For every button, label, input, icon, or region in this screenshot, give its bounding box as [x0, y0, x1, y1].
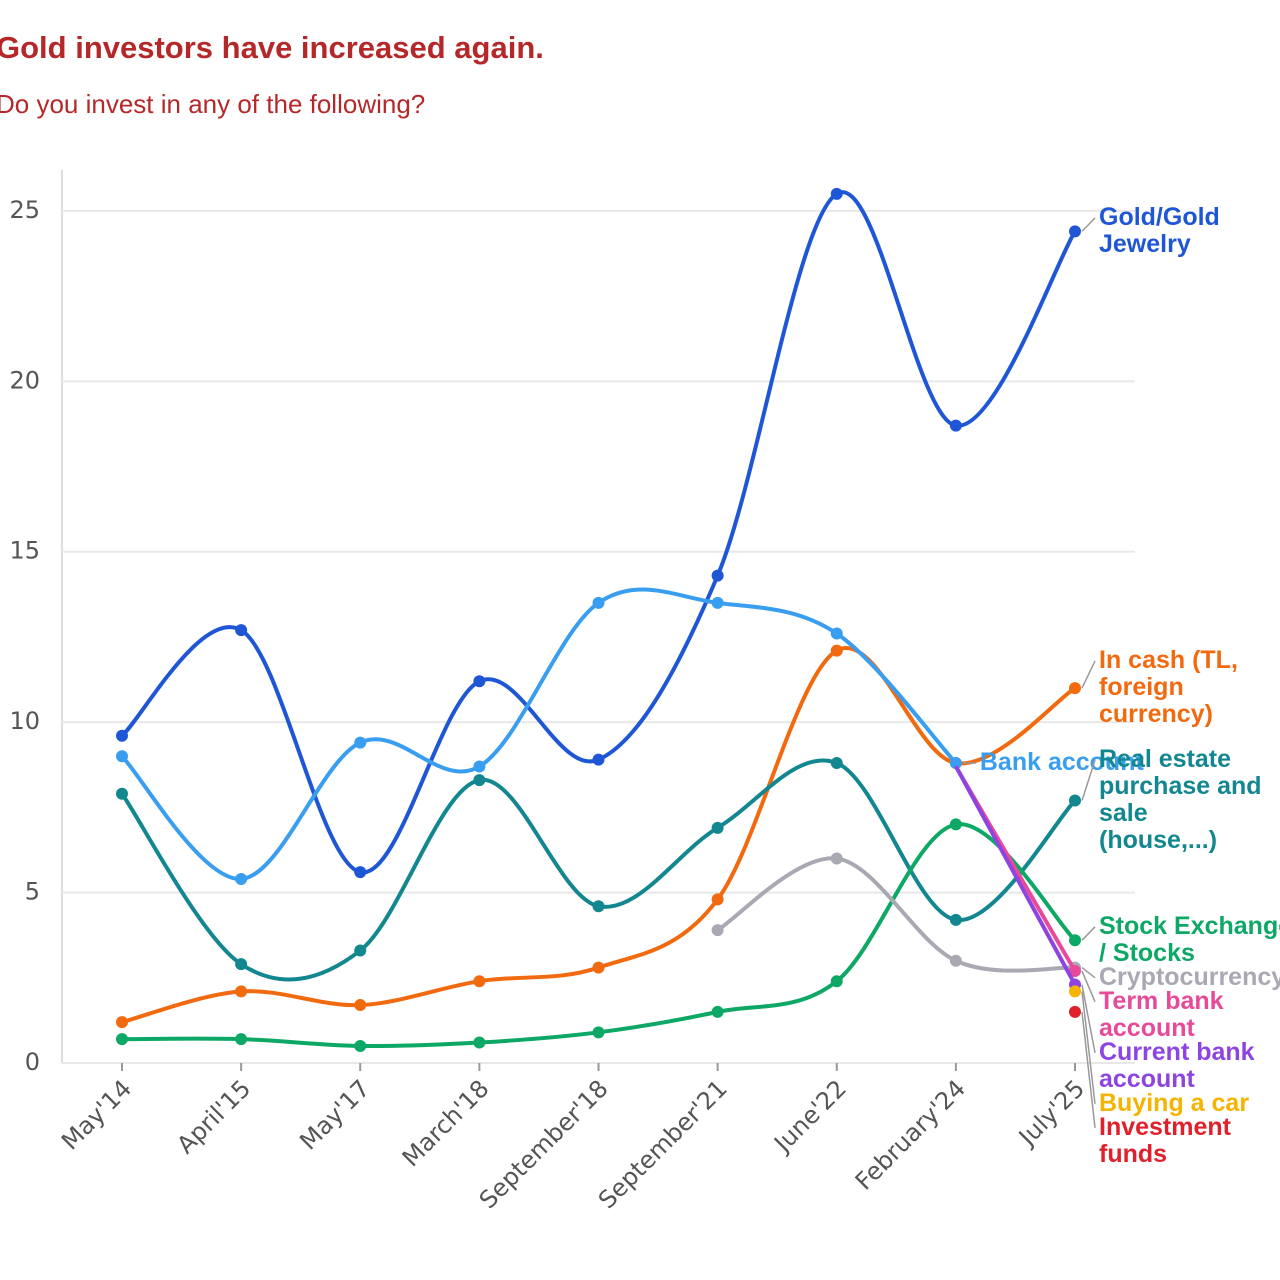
x-tick-label: February'24 [850, 1074, 971, 1195]
data-point [711, 893, 724, 906]
data-point [354, 736, 367, 749]
data-point [711, 1005, 724, 1018]
data-point [949, 818, 962, 831]
data-point [235, 1033, 248, 1046]
y-tick-label: 5 [25, 878, 40, 906]
data-point [354, 866, 367, 879]
data-point [830, 757, 843, 770]
data-point [1069, 794, 1081, 807]
chart-title: Gold investors have increased again. [0, 30, 544, 65]
data-point [592, 596, 605, 609]
series-label: Investment funds [1099, 1112, 1232, 1167]
y-tick-label: 20 [9, 366, 40, 394]
data-point [711, 569, 724, 582]
data-point [830, 627, 843, 640]
data-point [473, 760, 486, 773]
data-point [830, 975, 843, 988]
data-point [711, 821, 724, 834]
series-line [121, 822, 1077, 1049]
data-point [949, 954, 962, 967]
data-point [949, 757, 962, 770]
data-point [1069, 1005, 1081, 1018]
data-point [116, 750, 128, 763]
series-label: Stock Exchange / Stocks [1099, 911, 1280, 966]
data-point [116, 1016, 128, 1029]
data-point [235, 985, 248, 998]
data-point [473, 975, 486, 988]
data-point [473, 1036, 486, 1049]
data-point [1069, 964, 1081, 977]
data-point [1069, 225, 1081, 238]
label-leader [1081, 984, 1096, 1053]
x-tick-label: May'14 [56, 1074, 137, 1155]
data-point [235, 872, 248, 885]
data-point [830, 644, 843, 657]
data-point [235, 624, 248, 637]
data-point [949, 419, 962, 432]
label-leader [1081, 1011, 1096, 1128]
data-point [592, 753, 605, 766]
data-point [473, 675, 486, 688]
x-tick-label: April'15 [171, 1074, 256, 1159]
data-point [354, 999, 367, 1012]
data-point [116, 1033, 128, 1046]
label-leader [1081, 991, 1096, 1104]
data-point [711, 596, 724, 609]
label-leader [1081, 217, 1096, 232]
series-label: Real estate purchase and sale (house,...) [1099, 745, 1262, 854]
data-point [1069, 682, 1081, 695]
x-tick-label: March'18 [397, 1074, 495, 1172]
x-tick-label: July'25 [1012, 1074, 1090, 1152]
x-tick-label: September'21 [593, 1074, 733, 1214]
data-point [354, 944, 367, 957]
series-label: Cryptocurrency [1099, 962, 1280, 990]
label-leader [1081, 966, 1096, 979]
data-point [592, 900, 605, 913]
data-point [711, 924, 724, 937]
data-point [592, 1026, 605, 1039]
y-tick-label: 0 [25, 1048, 40, 1076]
data-point [830, 852, 843, 865]
series-label: Buying a car [1099, 1088, 1249, 1116]
series-label: Current bank account [1099, 1037, 1255, 1092]
data-point [354, 1039, 367, 1052]
data-point [473, 774, 486, 787]
series-line [954, 765, 1077, 986]
series-line [120, 758, 1077, 982]
data-point [592, 961, 605, 974]
data-point [1069, 985, 1081, 998]
x-tick-label: June'22 [768, 1074, 852, 1158]
x-tick-label: September'18 [474, 1074, 614, 1214]
series-line [121, 645, 1077, 1025]
data-point [830, 187, 843, 200]
series-line [120, 190, 1077, 875]
series-label: In cash (TL, foreign currency) [1099, 646, 1238, 728]
y-tick-label: 15 [9, 537, 40, 565]
series-label: Bank account [980, 748, 1145, 776]
y-tick-label: 25 [9, 196, 40, 224]
series-label: Term bank account [1099, 986, 1224, 1041]
label-leader [1081, 759, 1096, 801]
data-point [949, 913, 962, 926]
data-point [116, 729, 128, 742]
label-leader [1081, 926, 1096, 941]
data-point [116, 787, 128, 800]
label-leader [1081, 660, 1096, 689]
chart-subtitle: Do you invest in any of the following? [0, 89, 425, 119]
x-tick-label: May'17 [294, 1074, 375, 1155]
series-line [120, 587, 958, 881]
y-tick-label: 10 [9, 707, 40, 735]
series-label: Gold/Gold Jewelry [1099, 202, 1220, 257]
data-point [1069, 934, 1081, 947]
data-point [235, 958, 248, 971]
label-leader [1081, 970, 1096, 1003]
series-line [716, 856, 1076, 973]
